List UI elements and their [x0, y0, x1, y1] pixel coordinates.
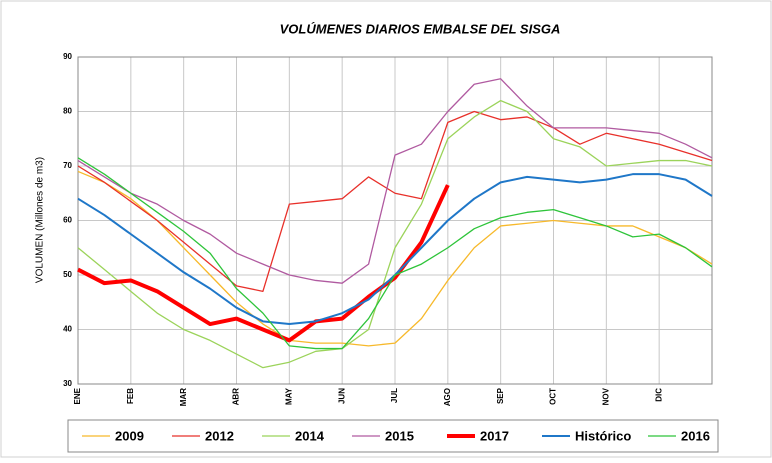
x-tick-label: NOV: [601, 387, 610, 405]
series-line: [77, 157, 713, 350]
y-axis-label: VOLUMEN (Millones de m3): [35, 157, 46, 283]
y-tick-label: 90: [63, 52, 72, 61]
x-tick-label: MAY: [284, 387, 293, 405]
x-tick-label: ENE: [73, 387, 82, 404]
plot-area: [77, 56, 713, 385]
x-tick-label: MAR: [179, 388, 188, 406]
y-tick-label: 50: [63, 270, 72, 279]
x-tick-label: DIC: [654, 388, 663, 402]
legend-label: Histórico: [575, 428, 631, 443]
x-tick-label: ABR: [232, 388, 241, 406]
legend-label: 2017: [480, 428, 509, 443]
x-tick-label: JUN: [337, 388, 346, 404]
y-tick-label: 70: [63, 161, 72, 170]
x-tick-label: JUL: [390, 388, 399, 403]
x-tick-label: SEP: [496, 387, 505, 404]
y-tick-label: 80: [63, 107, 72, 116]
x-tick-label: AGO: [443, 388, 452, 406]
y-tick-label: 40: [63, 325, 72, 334]
x-tick-label: OCT: [549, 388, 558, 405]
series-line: [77, 99, 713, 369]
series-line: [77, 184, 450, 343]
y-tick-label: 60: [63, 216, 72, 225]
series-line: [77, 78, 713, 284]
legend-label: 2014: [295, 428, 325, 443]
legend-label: 2015: [385, 428, 414, 443]
y-tick-label: 30: [63, 379, 72, 388]
series-line: [77, 110, 713, 292]
legend-label: 2012: [205, 428, 234, 443]
legend-label: 2009: [115, 428, 144, 443]
chart-title: VOLÚMENES DIARIOS EMBALSE DEL SISGA: [280, 21, 561, 36]
legend-label: 2016: [681, 428, 710, 443]
x-tick-label: FEB: [126, 388, 135, 404]
